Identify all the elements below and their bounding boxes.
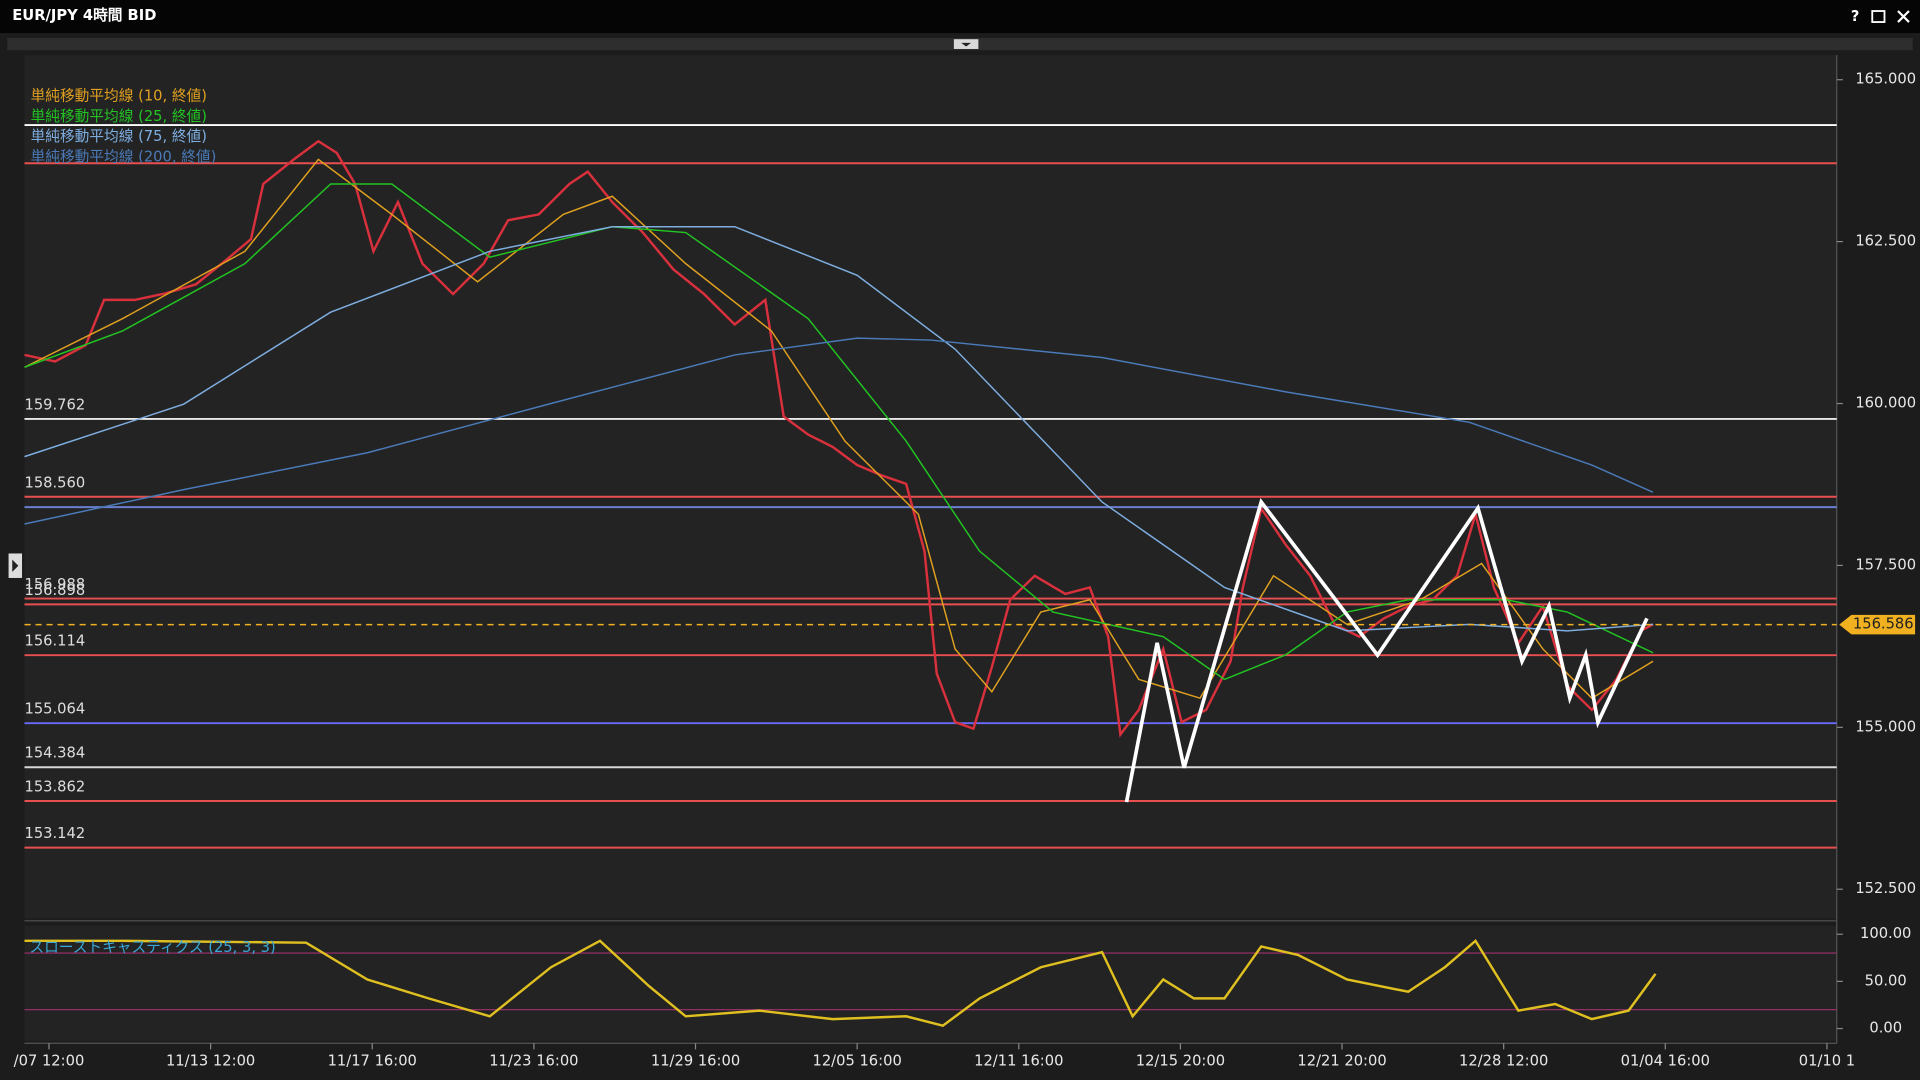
level-label: 153.142: [24, 825, 85, 842]
maximize-button[interactable]: [1871, 10, 1886, 23]
x-tick-label: 12/05 16:00: [812, 1053, 901, 1070]
y-tick-label: 162.500: [1855, 233, 1916, 250]
level-label: 154.384: [24, 745, 85, 762]
legend-entry: 単純移動平均線 (10, 終値): [31, 88, 207, 105]
y-tick-label: 0.00: [1869, 1020, 1902, 1037]
x-tick-label: 11/23 16:00: [489, 1053, 578, 1070]
series-line: [24, 938, 1657, 1028]
help-button[interactable]: ?: [1851, 8, 1860, 25]
collapse-arrow: [961, 42, 972, 47]
legend-entry: 単純移動平均線 (25, 終値): [31, 108, 207, 125]
x-tick-label: 01/04 16:00: [1621, 1053, 1710, 1070]
level-label: 156.988: [24, 576, 85, 593]
series-line: [24, 337, 1654, 525]
last-price-tag: [1839, 614, 1916, 635]
series-line: [24, 225, 1654, 632]
x-tick-label: 12/11 16:00: [974, 1053, 1063, 1070]
level-label: 156.898: [24, 582, 85, 599]
series-line: [24, 139, 1654, 738]
indicator-title: スローストキャスティクス (25, 3, 3): [29, 939, 275, 956]
level-label: 156.114: [24, 633, 85, 650]
layers: 165.000 162.500 160.000 157.500 155.000 152.5…: [14, 71, 1916, 1070]
side-arrow: [12, 559, 19, 572]
last-price-label: 156.586: [1853, 616, 1914, 633]
x-tick-label: 11/29 16:00: [651, 1053, 740, 1070]
x-tick-label: 11/17 16:00: [328, 1053, 417, 1070]
legend-entry: 単純移動平均線 (75, 終値): [31, 128, 207, 145]
y-tick-label: 152.500: [1855, 880, 1916, 897]
y-tick-label: 50.00: [1865, 972, 1907, 989]
main-plot: [24, 55, 1837, 919]
y-tick-label: 160.000: [1855, 395, 1916, 412]
level-label: 158.560: [24, 474, 85, 491]
level-label: 159.762: [24, 396, 85, 413]
y-tick-label: 155.000: [1855, 718, 1916, 735]
y-tick-label: 157.500: [1855, 556, 1916, 573]
level-label: 155.064: [24, 701, 85, 718]
x-tick-label: 11/13 12:00: [166, 1053, 255, 1070]
x-tick-label: 01/10 1: [1799, 1053, 1855, 1070]
zigzag-drawing: [1124, 498, 1649, 803]
close-button[interactable]: [1897, 10, 1910, 23]
window-title: EUR/JPY 4時間 BID: [12, 6, 156, 24]
title-bar: [0, 0, 1920, 34]
x-tick-label: 12/28 12:00: [1459, 1053, 1548, 1070]
x-tick-label: /07 12:00: [14, 1053, 85, 1070]
y-tick-label: 165.000: [1855, 71, 1916, 88]
y-tick-label: 100.00: [1860, 925, 1911, 942]
legend-entry: 単純移動平均線 (200, 終値): [31, 148, 217, 165]
x-tick-label: 12/21 20:00: [1297, 1053, 1386, 1070]
x-tick-label: 12/15 20:00: [1136, 1053, 1225, 1070]
series-line: [24, 183, 1654, 681]
level-label: 153.862: [24, 779, 85, 796]
